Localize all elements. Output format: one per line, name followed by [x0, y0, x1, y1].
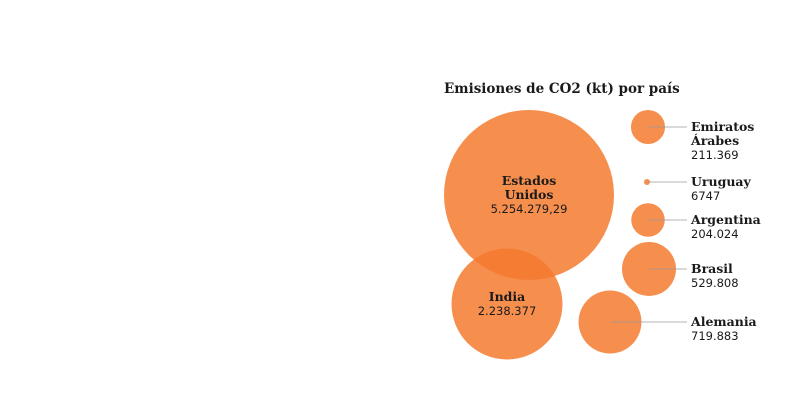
bubble-value-brasil: 529.808 — [691, 276, 739, 290]
bubble-name-emiratos-arabes-line-1: Emiratos — [691, 119, 754, 134]
bubble-name-estados-unidos-line-2: Unidos — [505, 187, 554, 202]
leader-lines-group — [610, 126, 687, 323]
chart-title: Emisiones de CO2 (kt) por país — [444, 81, 680, 97]
bubble-name-india: India — [489, 289, 526, 304]
bubble-name-argentina: Argentina — [690, 212, 761, 227]
bubble-value-argentina: 204.024 — [691, 227, 739, 241]
bubble-value-alemania: 719.883 — [691, 329, 739, 343]
bubble-value-emiratos-arabes: 211.369 — [691, 148, 739, 162]
bubble-name-emiratos-arabes-line-2: Árabes — [690, 133, 739, 148]
bubble-india — [451, 248, 563, 360]
bubble-value-uruguay: 6747 — [691, 189, 720, 203]
bubble-name-estados-unidos-line-1: Estados — [502, 173, 557, 188]
bubble-name-alemania: Alemania — [690, 314, 757, 329]
bubble-name-brasil: Brasil — [691, 261, 733, 276]
bubble-value-india: 2.238.377 — [478, 304, 537, 318]
bubble-value-estados-unidos: 5.254.279,29 — [491, 202, 568, 216]
bubble-estados-unidos — [444, 110, 614, 280]
bubble-name-uruguay: Uruguay — [691, 174, 752, 189]
